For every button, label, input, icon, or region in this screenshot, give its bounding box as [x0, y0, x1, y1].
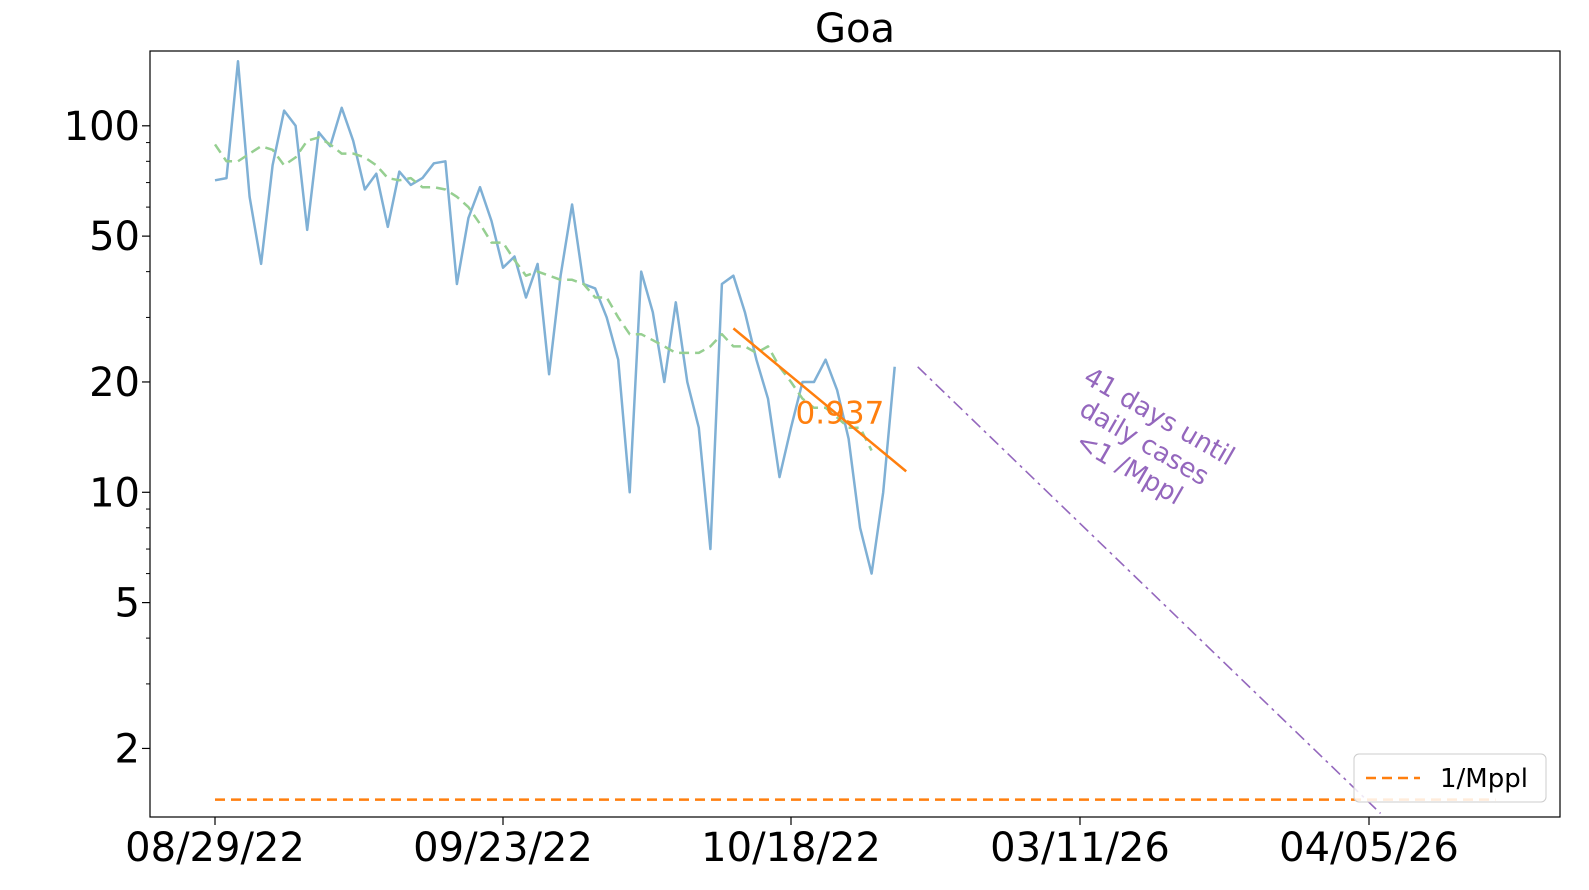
y-tick-label: 20 — [89, 360, 140, 406]
fit-line — [732, 327, 907, 473]
plot-frame — [149, 50, 1561, 818]
x-tick-label: 08/29/22 — [125, 825, 305, 871]
fit-rate-label: 0.937 — [796, 396, 885, 432]
legend: 1/Mppl — [1353, 753, 1547, 803]
plot-area: 2 5 10 20 50 100 08/29/22 09/23/22 10/18/22 03/11… — [64, 50, 1561, 871]
x-tick-label: 10/18/22 — [701, 825, 881, 871]
chart-title: Goa — [815, 6, 895, 52]
projection-line — [917, 366, 1382, 814]
legend-box — [1353, 753, 1547, 803]
y-tick-label: 100 — [64, 104, 140, 150]
smoothed-series-line — [213, 136, 873, 452]
legend-label: 1/Mppl — [1440, 764, 1528, 794]
y-tick-label: 10 — [89, 470, 140, 516]
x-tick-label: 04/05/26 — [1279, 825, 1459, 871]
x-tick-label: 09/23/22 — [413, 825, 593, 871]
y-tick-label: 5 — [115, 581, 140, 627]
y-tick-label: 2 — [115, 726, 140, 772]
y-tick-label: 50 — [89, 214, 140, 260]
x-tick-label: 03/11/26 — [990, 825, 1170, 871]
